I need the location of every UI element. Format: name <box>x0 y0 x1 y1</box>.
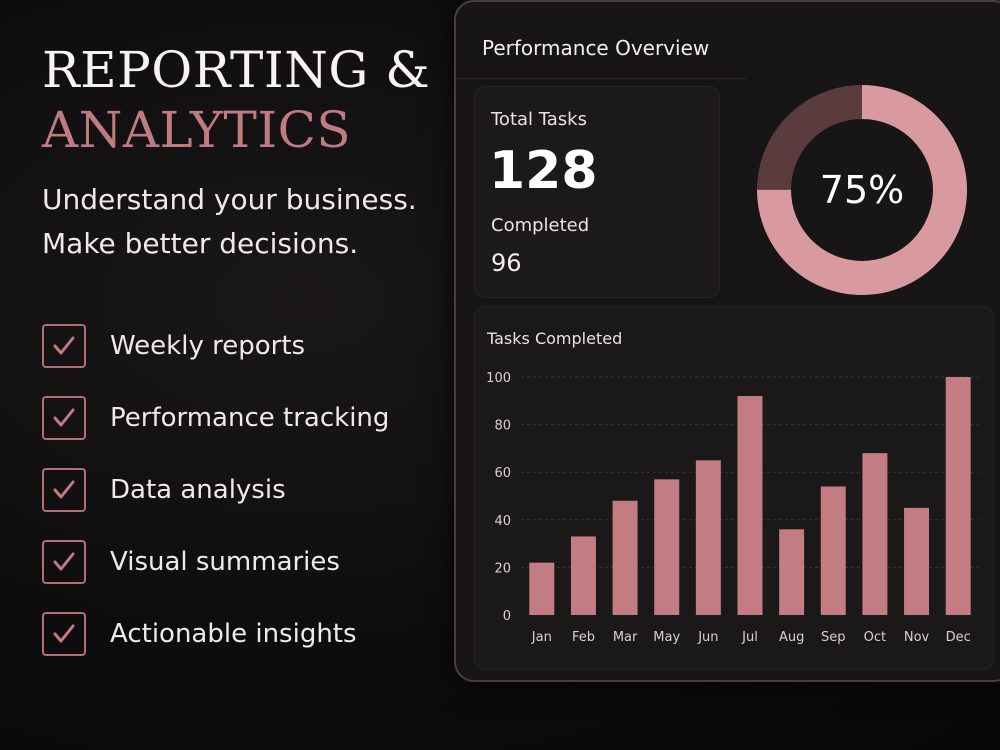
stats-card: Total Tasks 128 Completed 96 <box>474 86 720 298</box>
tasks-bar-chart: 0 20 40 60 80 100 Jan Feb Mar May Jun Jul Aug Sep Oct N… <box>486 371 979 645</box>
x-tick-label: Nov <box>904 630 930 645</box>
x-tick-label: Feb <box>572 630 595 645</box>
x-tick-label: Oct <box>864 630 886 645</box>
feature-item: Weekly reports <box>42 310 389 382</box>
completed-value: 96 <box>491 249 522 277</box>
feature-label: Visual summaries <box>110 547 340 577</box>
completion-donut: 75% <box>754 82 970 298</box>
tagline: Understand your business. Make better de… <box>42 178 417 266</box>
check-icon <box>42 396 86 440</box>
y-tick-label: 20 <box>494 561 511 576</box>
bar-jul <box>737 396 763 615</box>
tasks-chart-card: 0 20 40 60 80 100 Jan Feb Mar May Jun Jul Aug Sep Oct N… <box>474 306 994 670</box>
hero-title: REPORTING & ANALYTICS <box>42 40 430 160</box>
bar-oct <box>862 453 888 615</box>
feature-item: Data analysis <box>42 454 389 526</box>
bar-jun <box>695 460 721 615</box>
bar-nov <box>904 507 930 615</box>
hero-title-line2: ANALYTICS <box>42 101 352 159</box>
feature-item: Visual summaries <box>42 526 389 598</box>
feature-label: Data analysis <box>110 475 286 505</box>
hero-title-line1: REPORTING & <box>42 41 431 99</box>
feature-label: Performance tracking <box>110 403 390 433</box>
tagline-line2: Make better decisions. <box>42 227 359 260</box>
total-tasks-label: Total Tasks <box>491 109 587 130</box>
chart-title: Tasks Completed <box>487 329 623 348</box>
y-tick-label: 40 <box>494 514 511 529</box>
feature-label: Actionable insights <box>110 619 357 649</box>
bar-sep <box>820 486 846 615</box>
y-tick-label: 80 <box>494 419 511 434</box>
panel-divider <box>456 78 746 79</box>
panel-title: Performance Overview <box>482 36 710 60</box>
check-icon <box>42 612 86 656</box>
feature-label: Weekly reports <box>110 331 306 361</box>
bar-dec <box>945 377 971 615</box>
y-tick-label: 0 <box>503 609 511 624</box>
check-icon <box>42 468 86 512</box>
performance-panel: Performance Overview Total Tasks 128 Com… <box>454 0 1000 682</box>
x-tick-label: Dec <box>946 630 971 645</box>
check-icon <box>42 324 86 368</box>
feature-item: Performance tracking <box>42 382 389 454</box>
y-tick-label: 60 <box>494 466 511 481</box>
x-tick-label: Jul <box>741 630 758 645</box>
tagline-line1: Understand your business. <box>42 183 417 216</box>
y-tick-label: 100 <box>486 371 511 386</box>
feature-item: Actionable insights <box>42 598 389 670</box>
completed-label: Completed <box>491 215 590 236</box>
feature-list: Weekly reports Performance tracking Data… <box>42 310 389 670</box>
donut-filled-arc <box>757 85 967 295</box>
bar-feb <box>570 536 596 615</box>
bar-mar <box>612 500 638 615</box>
check-icon <box>42 540 86 584</box>
bar-jan <box>529 562 555 615</box>
total-tasks-value: 128 <box>489 141 598 201</box>
x-tick-label: May <box>653 630 680 645</box>
bar-aug <box>779 529 805 615</box>
x-tick-label: Jan <box>531 630 552 645</box>
donut-chart <box>757 85 967 295</box>
x-tick-label: Mar <box>613 630 638 645</box>
donut-percent: 75% <box>819 168 905 212</box>
bar-may <box>654 479 680 615</box>
x-tick-label: Aug <box>779 630 804 645</box>
x-tick-label: Sep <box>821 630 846 645</box>
x-tick-label: Jun <box>697 630 718 645</box>
